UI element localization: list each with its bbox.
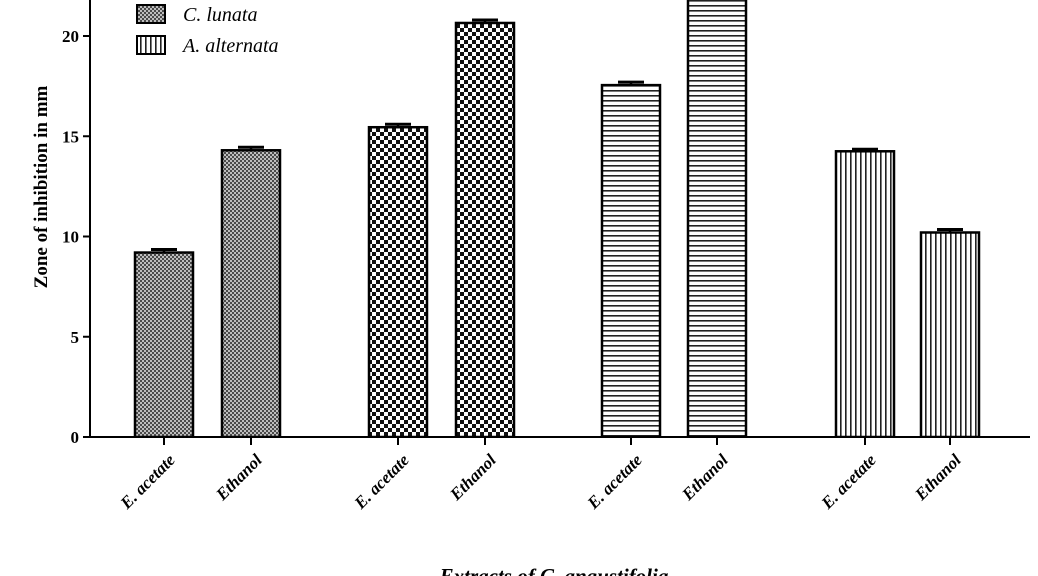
legend-swatch bbox=[136, 35, 166, 55]
bar bbox=[220, 149, 282, 437]
bar-group bbox=[133, 248, 195, 437]
bar-group bbox=[367, 122, 429, 437]
legend-label: A. alternata bbox=[181, 35, 279, 57]
x-tick-label: Ethanol bbox=[678, 450, 732, 504]
bar-group bbox=[600, 80, 662, 437]
bar-group bbox=[686, 0, 748, 437]
bar bbox=[133, 251, 195, 437]
bar bbox=[834, 150, 896, 437]
y-tick-label: 20 bbox=[62, 27, 79, 46]
bar bbox=[454, 21, 516, 437]
y-tick-label: 0 bbox=[71, 428, 80, 447]
x-axis-title: Extracts of C. angustifolia bbox=[439, 564, 669, 576]
bar bbox=[919, 231, 981, 437]
x-tick-label: Ethanol bbox=[911, 450, 965, 504]
x-tick-label: E. acetate bbox=[583, 450, 646, 513]
y-axis-title: Zone of inhibition in mm bbox=[31, 85, 52, 288]
x-tick-label: E. acetate bbox=[350, 450, 413, 513]
bar-group bbox=[454, 18, 516, 437]
x-tick-label: Ethanol bbox=[212, 450, 266, 504]
legend: C. lunata A. alternata bbox=[136, 4, 279, 57]
bar bbox=[686, 0, 748, 437]
bar-group bbox=[220, 145, 282, 437]
y-axis: 0 5 10 15 20 bbox=[62, 0, 91, 447]
y-tick-label: 10 bbox=[62, 228, 79, 247]
x-axis: E. acetate Ethanol E. acetate Ethanol E. ace… bbox=[90, 436, 1030, 513]
bars bbox=[133, 0, 981, 437]
x-tick-label: Ethanol bbox=[446, 450, 500, 504]
x-tick-label: E. acetate bbox=[116, 450, 179, 513]
bar-group bbox=[834, 147, 896, 437]
bar bbox=[600, 83, 662, 437]
y-tick-label: 5 bbox=[71, 328, 80, 347]
bar-group bbox=[919, 227, 981, 437]
x-tick-label: E. acetate bbox=[817, 450, 880, 513]
bar bbox=[367, 125, 429, 437]
legend-item: A. alternata bbox=[136, 35, 279, 57]
legend-item: C. lunata bbox=[136, 4, 257, 26]
legend-label: C. lunata bbox=[183, 4, 257, 26]
legend-swatch bbox=[136, 4, 166, 24]
y-tick-label: 15 bbox=[62, 127, 79, 146]
